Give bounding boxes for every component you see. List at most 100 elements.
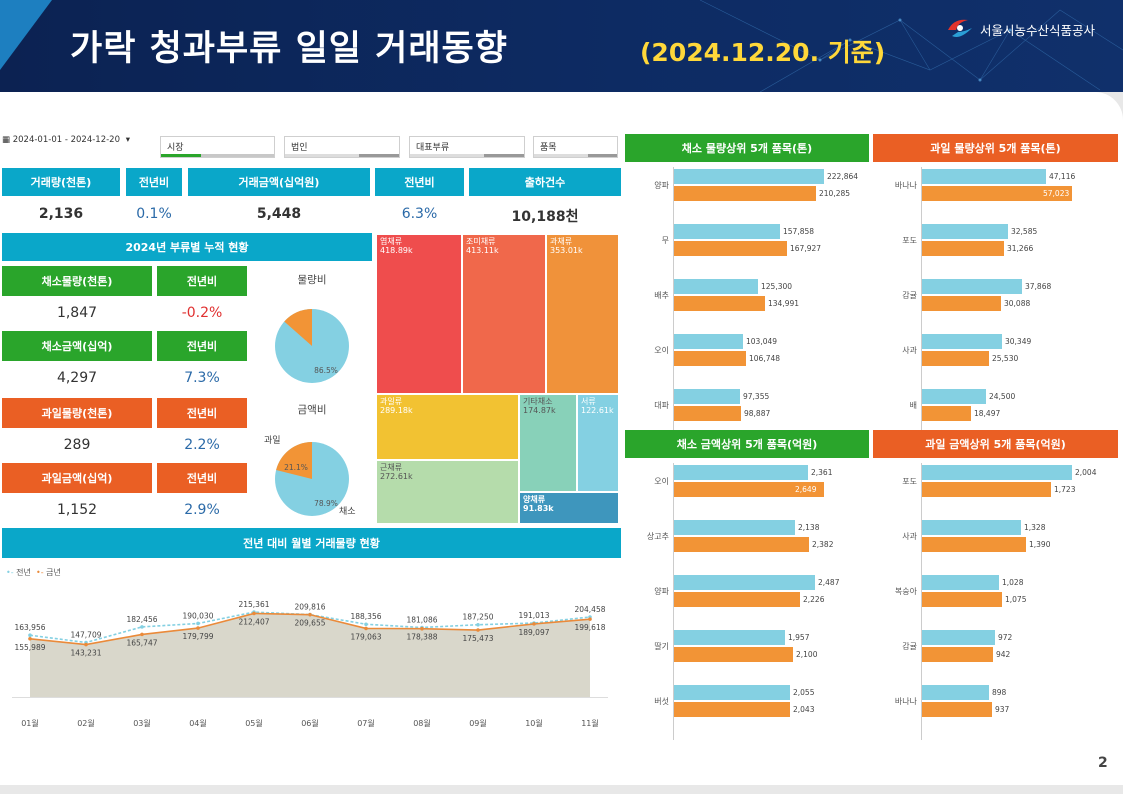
bar-prev[interactable] (674, 279, 758, 294)
bar-prev[interactable] (922, 575, 999, 590)
treemap-cell-value: 91.83k (523, 504, 554, 513)
treemap-cell[interactable]: 엽채류 418.89k (376, 234, 462, 394)
bar-prev[interactable] (674, 520, 795, 535)
point-prev[interactable] (140, 625, 144, 629)
treemap-cell[interactable]: 과일류 289.18k (376, 394, 519, 460)
bar-value-label: 942 (996, 650, 1011, 659)
bar-curr[interactable] (922, 482, 1051, 497)
label-prev: 190,030 (182, 611, 213, 620)
point-curr[interactable] (140, 632, 144, 637)
bar-curr[interactable] (674, 702, 790, 717)
bar-curr[interactable] (674, 186, 816, 201)
bar-curr[interactable] (674, 296, 765, 311)
point-curr[interactable] (196, 626, 200, 630)
point-prev[interactable] (196, 621, 200, 626)
calendar-icon: ▦ (2, 135, 11, 145)
date-range-filter[interactable]: ▦ 2024-01-01 - 2024-12-20 ▾ (2, 135, 130, 145)
bar-prev[interactable] (922, 520, 1021, 535)
bar-prev[interactable] (674, 389, 740, 404)
point-curr[interactable] (28, 637, 32, 641)
point-prev[interactable] (476, 622, 480, 627)
bar-curr[interactable] (674, 592, 800, 607)
bar-curr[interactable] (922, 592, 1002, 607)
network-background (699, 0, 1123, 92)
point-curr[interactable] (84, 642, 88, 647)
kpi-amount-yoy-label: 전년비 (375, 168, 464, 196)
kpi-amount-label: 거래금액(십억원) (188, 168, 370, 196)
x-tick-label: 03월 (133, 718, 151, 728)
bar-prev[interactable] (922, 685, 989, 700)
label-prev: 181,086 (406, 616, 437, 625)
category-filter[interactable]: 대표부류 (409, 136, 525, 158)
point-curr[interactable] (364, 626, 368, 631)
bar-curr[interactable] (674, 537, 809, 552)
bar-prev[interactable] (674, 465, 808, 480)
bar-prev[interactable] (674, 169, 824, 184)
bar-prev[interactable] (922, 630, 995, 645)
bar-curr[interactable] (922, 296, 1001, 311)
monthly-line-chart: 163,956 147,709 182,456 190,030 215,361 209,8… (12, 600, 608, 728)
treemap-cell-value: 413.11k (466, 246, 499, 255)
treemap-cell[interactable]: 과채류 353.01k (546, 234, 619, 394)
treemap-cell-name: 근채류 (380, 463, 403, 472)
point-curr[interactable] (588, 617, 592, 621)
panel-category-label: 오이 (654, 477, 669, 486)
bar-value-label: 47,116 (1049, 172, 1076, 181)
point-curr[interactable] (252, 611, 256, 616)
bar-prev[interactable] (922, 169, 1046, 184)
bar-curr[interactable] (674, 647, 793, 662)
pie-volume-title: 물량비 (297, 274, 327, 286)
point-curr[interactable] (532, 622, 536, 626)
bar-prev[interactable] (922, 279, 1022, 294)
bar-prev[interactable] (674, 630, 785, 645)
bar-prev[interactable] (674, 334, 743, 349)
treemap-cell[interactable]: 조미채류 413.11k (462, 234, 546, 394)
bar-curr[interactable] (674, 351, 746, 366)
point-curr[interactable] (308, 612, 312, 617)
page-date: (2024.12.20. 기준) (640, 38, 886, 67)
treemap-cell[interactable]: 서류 122.61k (577, 394, 619, 492)
bar-prev[interactable] (674, 224, 780, 239)
treemap-cell-value: 174.87k (523, 406, 556, 415)
x-tick-label: 10월 (525, 718, 543, 728)
bar-curr[interactable] (922, 241, 1004, 256)
bar-prev[interactable] (674, 685, 790, 700)
bar-value-label: 1,957 (788, 633, 810, 642)
x-tick-label: 01월 (21, 718, 39, 728)
bar-curr[interactable] (674, 482, 824, 497)
item-filter[interactable]: 품목 (533, 136, 618, 158)
bar-curr[interactable] (674, 406, 741, 421)
bar-curr[interactable] (674, 241, 787, 256)
corp-filter[interactable]: 법인 (284, 136, 400, 158)
bar-value-label: 210,285 (819, 189, 851, 198)
market-filter[interactable]: 시장 (160, 136, 275, 158)
bar-prev[interactable] (922, 389, 986, 404)
dashboard-content: ▦ 2024-01-01 - 2024-12-20 ▾ 시장 법인 대표부류 품… (0, 92, 1123, 785)
bar-prev[interactable] (922, 334, 1002, 349)
bar-value-label: 1,075 (1005, 595, 1027, 604)
bar-curr[interactable] (922, 406, 971, 421)
panel-title: 채소 금액상위 5개 품목(억원) (625, 430, 869, 458)
bar-curr[interactable] (922, 647, 993, 662)
point-prev[interactable] (28, 633, 32, 638)
bar-curr[interactable] (922, 351, 989, 366)
treemap-cell[interactable]: 근채류 272.61k (376, 460, 519, 524)
bar-prev[interactable] (922, 465, 1072, 480)
treemap-cell[interactable]: 양채류 91.83k (519, 492, 619, 524)
bar-prev[interactable] (674, 575, 815, 590)
panel-category-label: 상고추 (646, 532, 669, 541)
bar-curr[interactable] (922, 702, 992, 717)
point-prev[interactable] (364, 622, 368, 627)
label-curr: 179,799 (182, 632, 213, 641)
point-curr[interactable] (420, 626, 424, 631)
panel-category-label: 복숭아 (894, 587, 917, 596)
point-curr[interactable] (476, 628, 480, 632)
label-curr: 199,618 (574, 623, 605, 632)
bar-prev[interactable] (922, 224, 1008, 239)
bar-curr[interactable] (922, 537, 1026, 552)
kpi-shipments-label: 출하건수 (469, 168, 621, 196)
pie-volume-chart: 86.5% (275, 309, 349, 383)
bar-curr[interactable] (922, 186, 1072, 201)
label-curr: 155,989 (14, 643, 45, 652)
treemap-cell[interactable]: 기타채소 174.87k (519, 394, 577, 492)
